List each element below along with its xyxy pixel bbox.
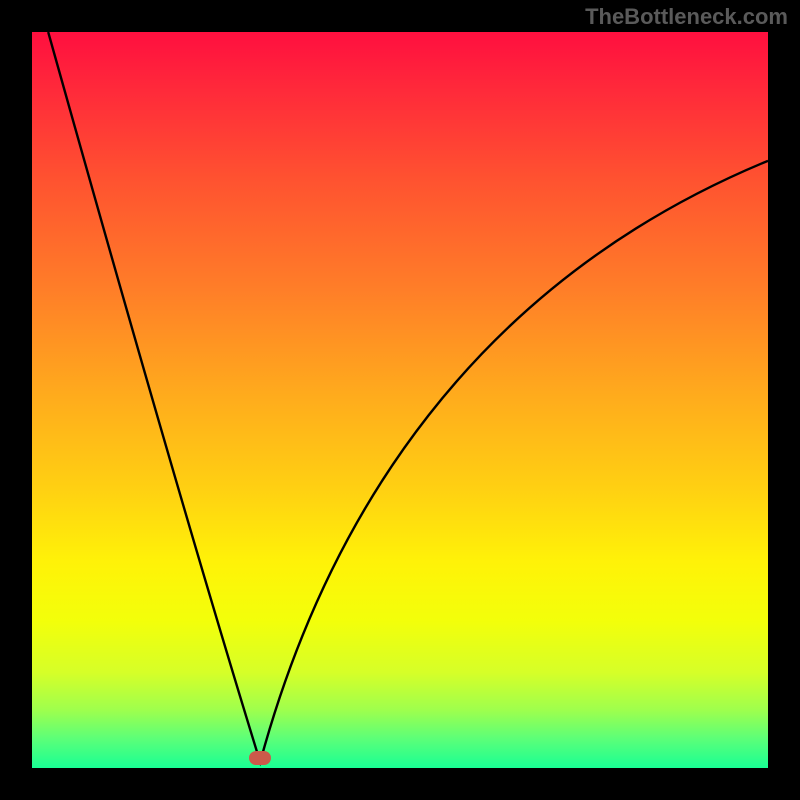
- chart-container: TheBottleneck.com: [0, 0, 800, 800]
- watermark-text: TheBottleneck.com: [585, 4, 788, 30]
- bottleneck-curve: [48, 32, 768, 762]
- curve-layer: [32, 32, 768, 768]
- minimum-marker: [249, 751, 271, 765]
- plot-area: [32, 32, 768, 768]
